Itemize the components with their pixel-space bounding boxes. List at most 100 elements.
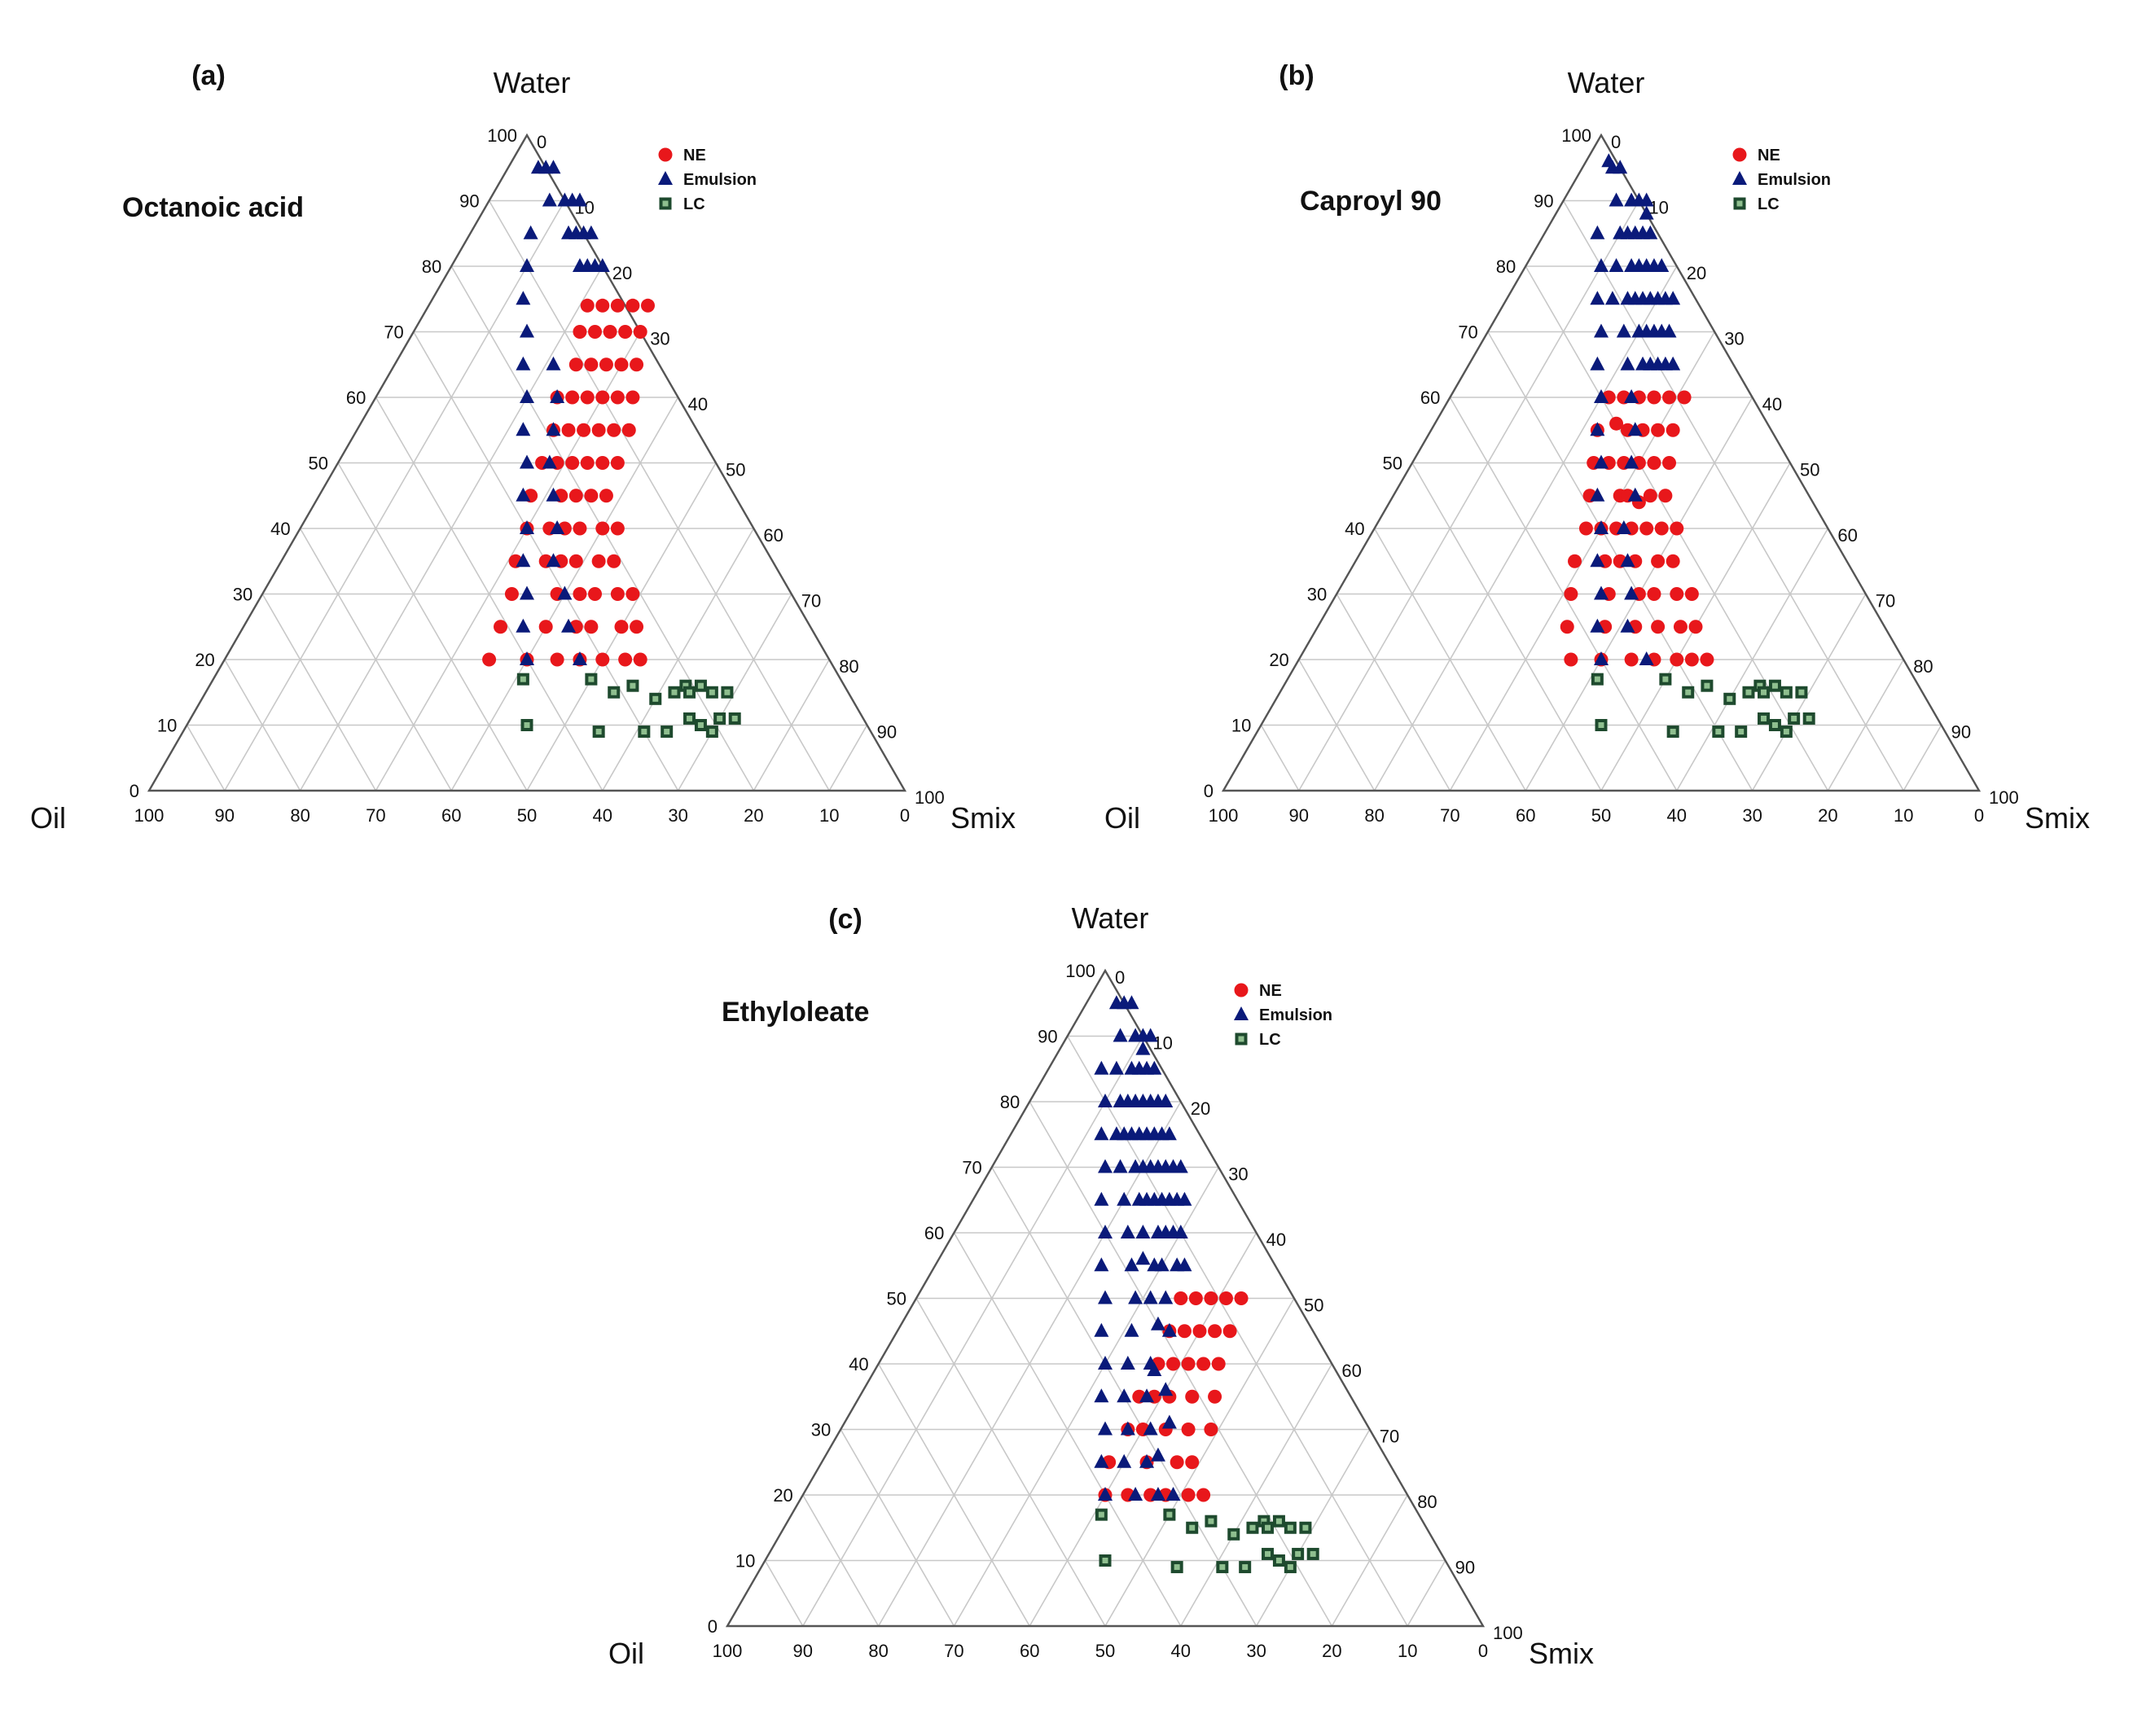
gridline-smix-30 (375, 331, 641, 791)
data-point-ne (568, 489, 583, 503)
data-point-lc (1735, 726, 1748, 739)
data-point-ne (1564, 652, 1578, 667)
data-point-ne (1647, 456, 1661, 470)
data-point-ne (595, 521, 610, 536)
tick-label-bottom: 70 (944, 1641, 963, 1661)
tick-label-bottom: 80 (868, 1641, 888, 1661)
tick-label-bottom: 0 (1974, 805, 1984, 826)
tick-label-left: 80 (422, 256, 441, 277)
data-point-emulsion (546, 356, 561, 370)
data-point-ne (625, 587, 640, 601)
gridline-oil-50 (915, 1298, 1106, 1627)
data-point-lc-core (687, 715, 693, 721)
tick-label-left: 60 (924, 1223, 944, 1243)
data-point-lc (1272, 1515, 1285, 1528)
data-point-emulsion (1620, 553, 1635, 568)
data-point-emulsion (1098, 1159, 1113, 1173)
data-point-lc-core (1287, 1564, 1293, 1571)
data-point-lc-core (682, 682, 689, 689)
tick-label-bottom: 50 (1591, 805, 1611, 826)
data-point-emulsion (550, 389, 565, 403)
data-point-lc-core (1798, 689, 1805, 695)
legend-label-emulsion: Emulsion (1259, 1006, 1332, 1024)
data-point-lc-core (1670, 729, 1676, 735)
data-point-ne (614, 357, 629, 372)
data-point-ne (584, 489, 599, 503)
data-point-lc-core (1685, 689, 1692, 695)
legend-marker-ne (1234, 983, 1249, 997)
data-point-emulsion (1643, 225, 1658, 239)
legend-marker-emulsion (1732, 171, 1747, 185)
tick-label-bottom: 40 (593, 805, 612, 826)
data-point-ne (1670, 521, 1684, 536)
data-point-emulsion (1609, 258, 1624, 272)
data-point-emulsion (1590, 618, 1605, 633)
tick-label-right: 0 (1611, 132, 1621, 152)
data-point-lc-core (1189, 1524, 1196, 1531)
gridline-smix-70 (1751, 594, 1867, 791)
tick-label-left: 90 (459, 191, 479, 212)
data-point-lc (1227, 1528, 1240, 1541)
data-point-lc-core (1738, 729, 1745, 735)
data-point-emulsion (1620, 618, 1635, 633)
data-point-lc-core (709, 729, 715, 735)
data-point-emulsion (1150, 1316, 1165, 1330)
tick-label-left: 40 (270, 519, 290, 539)
data-point-emulsion (1616, 520, 1631, 534)
data-point-emulsion (520, 651, 534, 665)
data-point-emulsion (1661, 323, 1677, 338)
tick-label-left: 30 (811, 1420, 831, 1440)
data-point-ne (1208, 1389, 1222, 1404)
data-point-ne (580, 298, 595, 313)
data-point-emulsion (1639, 205, 1654, 220)
tick-label-bottom: 30 (1742, 805, 1762, 826)
data-point-emulsion (1147, 1362, 1162, 1377)
data-point-emulsion (1639, 192, 1654, 207)
tick-label-bottom: 40 (1171, 1641, 1191, 1661)
data-point-ne (1666, 554, 1680, 568)
tick-label-right: 0 (537, 132, 546, 152)
gridline-smix-10 (802, 1036, 1144, 1627)
tick-label-bottom: 50 (517, 805, 537, 826)
triangle-frame (1221, 133, 1982, 792)
data-point-emulsion (1590, 487, 1605, 502)
data-point-emulsion (1098, 1225, 1113, 1238)
data-point-emulsion (1627, 422, 1643, 436)
data-point-emulsion (1594, 454, 1609, 469)
data-point-lc-core (697, 722, 704, 728)
data-point-lc-core (1219, 1564, 1226, 1571)
data-point-ne (573, 587, 587, 601)
tick-label-right: 30 (1724, 329, 1744, 349)
data-point-ne (595, 298, 610, 313)
legend-marker-emulsion (1234, 1006, 1249, 1020)
tick-label-bottom: 90 (1289, 805, 1309, 826)
data-point-lc (705, 726, 718, 739)
data-point-ne (568, 357, 583, 372)
tick-label-left: 0 (1204, 781, 1214, 801)
series-lc (1095, 1508, 1319, 1574)
tick-label-bottom: 70 (366, 805, 385, 826)
data-point-lc-core (1102, 1558, 1108, 1563)
gridline-smix-90 (1407, 1560, 1446, 1627)
data-point-emulsion (546, 487, 561, 502)
data-point-emulsion (1124, 1322, 1139, 1337)
data-point-lc (1768, 719, 1781, 731)
data-point-lc-core (717, 715, 723, 721)
data-point-emulsion (1135, 1251, 1151, 1265)
tick-label-left: 70 (1458, 322, 1477, 343)
tick-label-bottom: 20 (744, 805, 763, 826)
gridline-smix-30 (1449, 331, 1715, 791)
tick-label-left: 80 (1496, 256, 1516, 277)
data-point-emulsion (1161, 1414, 1177, 1429)
gridline-smix-60 (1676, 528, 1829, 791)
data-point-emulsion (546, 422, 561, 436)
tick-label-right: 90 (1455, 1558, 1475, 1578)
data-point-lc-core (1771, 682, 1778, 689)
data-point-emulsion (1594, 585, 1609, 600)
gridline-smix-50 (1104, 1298, 1295, 1627)
data-point-ne (580, 390, 595, 405)
data-point-emulsion (520, 389, 534, 403)
tick-label-right: 70 (1876, 591, 1895, 612)
data-point-lc (1780, 726, 1793, 739)
data-point-lc (1659, 673, 1672, 686)
